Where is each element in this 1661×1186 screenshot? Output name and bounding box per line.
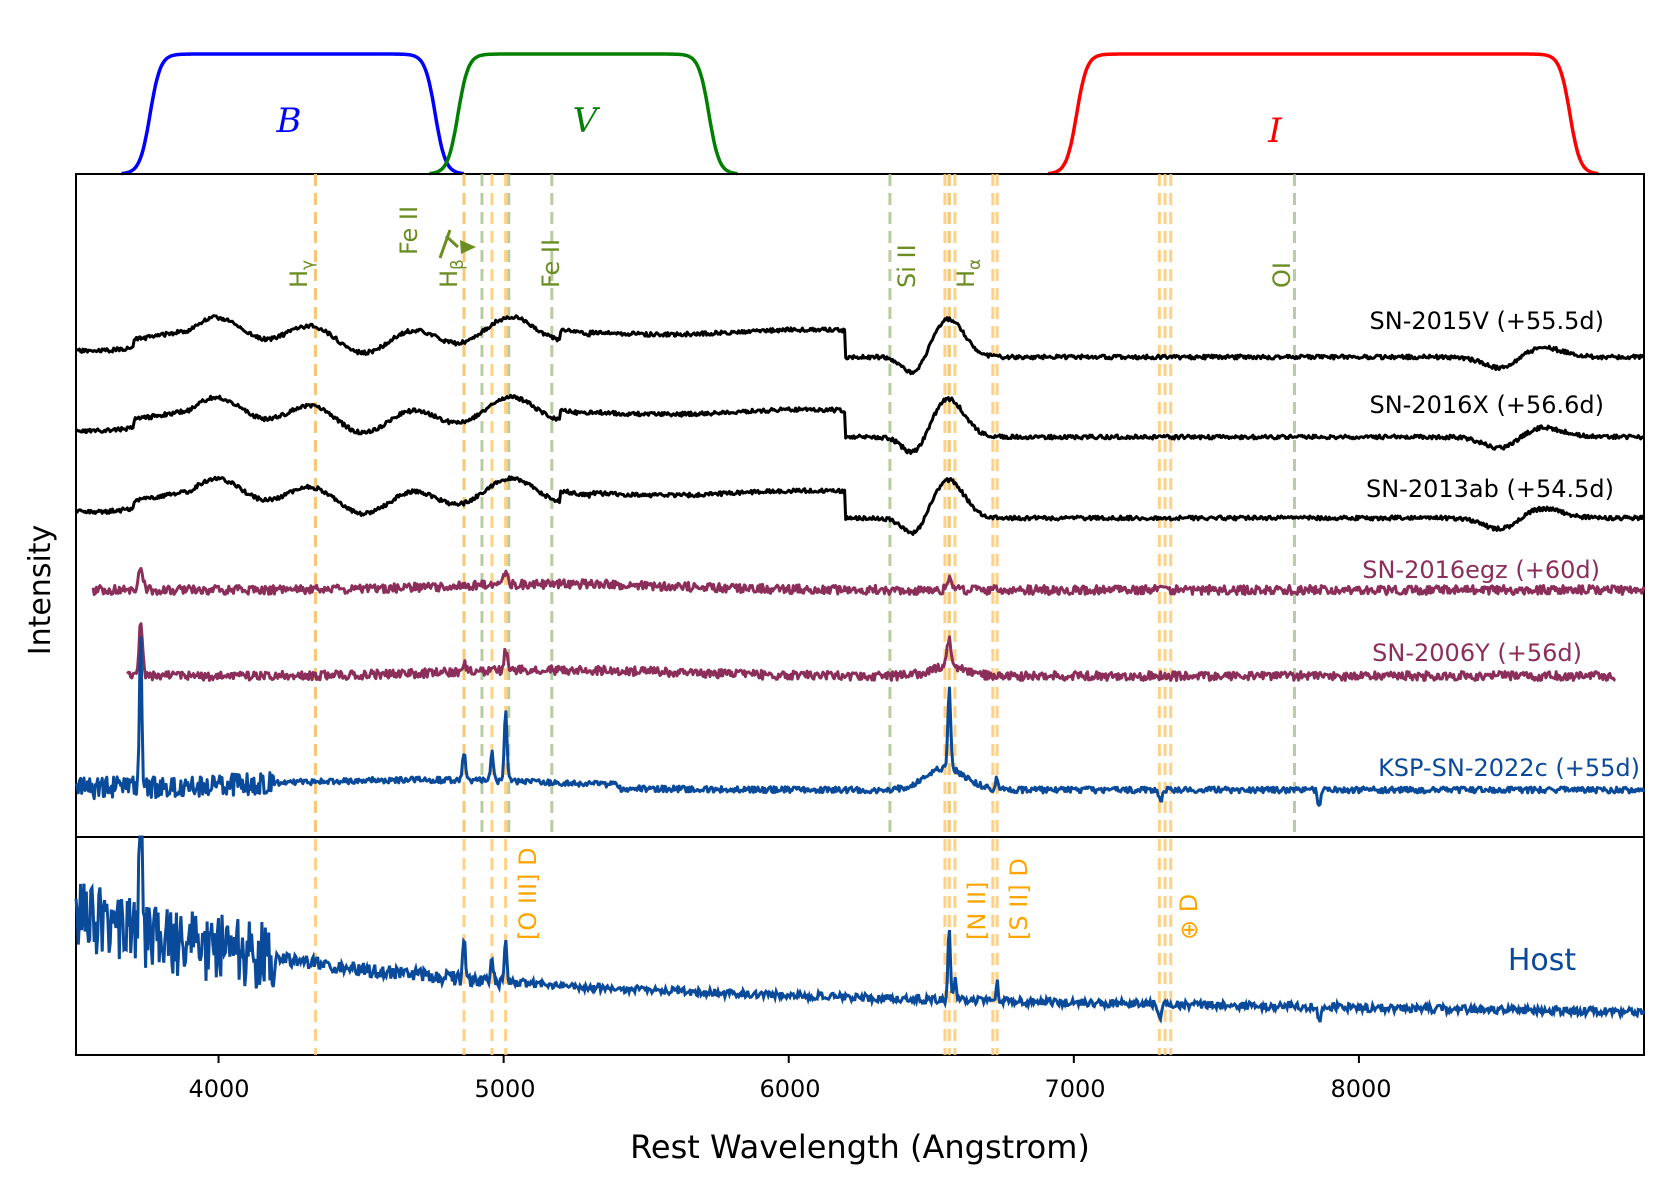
line-label-hbeta: Hβ [435, 259, 468, 288]
spectra-series [74, 314, 1646, 807]
filter-i-label: I [1267, 111, 1282, 151]
line-label-fe2-b: Fe II [537, 239, 565, 288]
line-label-halpha: Hα [952, 259, 985, 288]
series-label-2016x: SN-2016X (+56.6d) [1369, 391, 1604, 419]
host-spectrum [74, 835, 1646, 1024]
fe2-arrow [438, 229, 476, 259]
host-label-nii: [N II] [963, 882, 991, 940]
host-panel-frame [75, 836, 1645, 1056]
host-label-earth: ⊕ D [1175, 894, 1203, 940]
spectrum-line [91, 567, 1646, 596]
host-spectrum-line [74, 835, 1646, 1024]
series-label-2013ab: SN-2013ab (+54.5d) [1366, 475, 1614, 503]
host-label: Host [1508, 943, 1577, 978]
x-tick-label-8000: 8000 [1330, 1075, 1391, 1103]
line-label-oi: OI [1268, 262, 1296, 288]
series-label-2015v: SN-2015V (+55.5d) [1370, 307, 1604, 335]
spectrum-line [75, 393, 1646, 455]
line-label-fe2-a: Fe II [395, 206, 423, 255]
x-axis-label: Rest Wavelength (Angstrom) [630, 1128, 1090, 1166]
x-tick-label-7000: 7000 [1044, 1075, 1105, 1103]
line-markers [313, 174, 1296, 1055]
y-axis-label: Intensity [23, 525, 58, 656]
spectrum-line [75, 314, 1645, 376]
filter-curve-b [121, 52, 464, 176]
spectrum-line [74, 636, 1646, 807]
filter-curve-v [429, 52, 738, 176]
filter-curve-i [1048, 52, 1599, 176]
filter-curves [121, 52, 1599, 176]
spectrum-line [126, 622, 1616, 682]
spectrum-line [74, 475, 1646, 536]
x-tick-label-6000: 6000 [759, 1075, 820, 1103]
line-label-hgamma: Hγ [285, 260, 318, 288]
x-axis-ticks [217, 1055, 1360, 1063]
line-label-si2: Si II [893, 244, 921, 288]
filter-v-label: V [573, 101, 601, 141]
x-tick-label-4000: 4000 [188, 1075, 249, 1103]
filter-b-label: B [276, 101, 302, 141]
series-label-ksp: KSP-SN-2022c (+55d) [1378, 754, 1640, 782]
x-tick-label-5000: 5000 [474, 1075, 535, 1103]
series-label-2016egz: SN-2016egz (+60d) [1362, 556, 1600, 584]
series-label-2006y: SN-2006Y (+56d) [1372, 639, 1582, 667]
host-label-sii: [S II] D [1005, 858, 1033, 940]
host-label-oiii: [O III] D [514, 847, 542, 940]
